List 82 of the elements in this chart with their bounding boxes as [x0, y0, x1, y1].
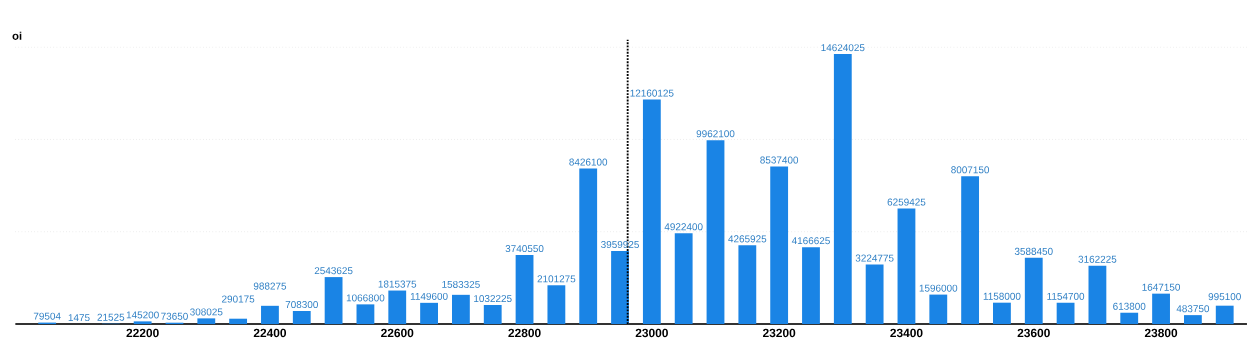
- bar: [833, 54, 852, 325]
- data-label: 3588450: [1014, 247, 1053, 255]
- bar: [1215, 305, 1234, 325]
- data-label: 2543625: [314, 267, 353, 275]
- data-label: 4922400: [664, 223, 703, 231]
- x-tick-label: 23000: [635, 328, 668, 338]
- bar: [261, 305, 279, 325]
- bar: [229, 318, 248, 325]
- x-tick-label: 22800: [508, 328, 541, 338]
- data-label: 8537400: [760, 156, 799, 164]
- bar: [1024, 257, 1043, 325]
- bar: [674, 233, 693, 325]
- bar: [579, 168, 598, 325]
- data-label: 2101275: [537, 275, 576, 283]
- data-label: 1149600: [410, 292, 448, 300]
- y-axis-title: oi: [12, 31, 22, 40]
- data-label: 3740550: [505, 245, 544, 253]
- bar: [324, 277, 343, 325]
- bar: [738, 245, 757, 325]
- bar: [865, 264, 884, 325]
- bar: [706, 140, 725, 325]
- data-label: 483750: [1176, 305, 1210, 313]
- data-label: 1066800: [346, 294, 385, 302]
- data-label: 4265925: [728, 235, 767, 243]
- x-tick-label: 23600: [1017, 328, 1050, 338]
- bar: [388, 290, 407, 325]
- data-label: 1815375: [378, 280, 417, 288]
- x-tick-label: 22400: [253, 328, 287, 338]
- x-tick-label: 23200: [762, 328, 796, 338]
- bar: [961, 176, 980, 325]
- bar: [611, 250, 629, 325]
- data-label: 73650: [161, 312, 188, 320]
- bar: [356, 304, 375, 325]
- bar: [515, 255, 534, 325]
- data-label: 12160125: [630, 89, 674, 97]
- x-tick-label: 23400: [890, 328, 923, 338]
- data-label: 308025: [190, 308, 223, 316]
- bar: [451, 294, 470, 325]
- bar: [802, 247, 820, 325]
- bar: [420, 302, 438, 325]
- data-label: 1158000: [983, 292, 1021, 300]
- data-label: 79504: [33, 312, 61, 320]
- data-label: 995100: [1208, 293, 1241, 301]
- data-label: 613800: [1113, 302, 1146, 310]
- data-label: 6259425: [887, 198, 926, 206]
- data-label: 145200: [126, 311, 159, 319]
- bar: [897, 208, 916, 325]
- data-label: 708300: [285, 301, 318, 309]
- bar: [1056, 302, 1075, 325]
- bar: [1120, 312, 1139, 325]
- data-label: 8007150: [951, 166, 990, 174]
- x-tick-label: 22600: [381, 328, 414, 338]
- data-label: 4166625: [791, 237, 830, 245]
- data-label: 1032225: [474, 295, 512, 303]
- bar: [483, 305, 502, 325]
- bar: [993, 302, 1011, 325]
- bar: [292, 311, 311, 325]
- data-label: 21525: [97, 313, 125, 321]
- bar: [197, 318, 216, 325]
- data-label: 3224775: [855, 254, 894, 262]
- bar: [770, 166, 789, 325]
- data-label: 14624025: [821, 44, 865, 52]
- data-label: 1475: [68, 314, 90, 322]
- bar: [1183, 315, 1202, 325]
- data-label: 290175: [222, 295, 255, 303]
- bar: [1088, 265, 1107, 325]
- data-label: 3959925: [601, 241, 639, 249]
- bar: [133, 321, 152, 325]
- data-label: 1583325: [442, 280, 480, 288]
- bar: [1152, 293, 1170, 325]
- data-label: 9962100: [696, 130, 735, 138]
- data-label: 1154700: [1047, 292, 1085, 300]
- data-label: 3162225: [1078, 255, 1117, 263]
- bar: [929, 294, 948, 325]
- x-tick-label: 23800: [1144, 328, 1178, 338]
- data-label: 1596000: [919, 284, 958, 292]
- data-label: 1647150: [1142, 283, 1181, 291]
- data-label: 988275: [253, 282, 287, 290]
- x-tick-label: 22200: [126, 328, 159, 338]
- bar: [547, 285, 566, 325]
- bar: [642, 99, 661, 325]
- data-label: 8426100: [569, 158, 608, 166]
